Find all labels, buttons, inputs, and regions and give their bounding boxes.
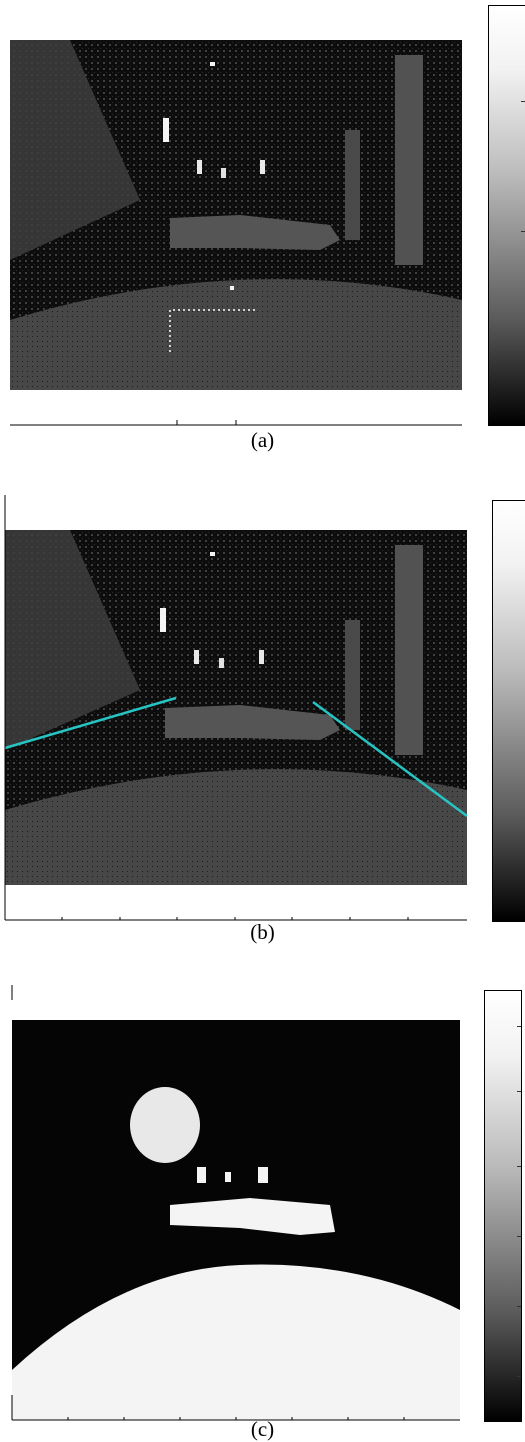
panel-c-image — [11, 985, 460, 1421]
roi-marker — [169, 309, 255, 355]
overlay-line-left — [4, 696, 177, 750]
panel-c: (c) — [0, 980, 525, 1441]
panel-b: (b) — [0, 490, 525, 950]
panel-a-colorbar — [488, 5, 525, 426]
panel-b-colorbar — [492, 500, 525, 922]
overlay-line-right — [312, 700, 468, 818]
caption-c: (c) — [250, 1417, 275, 1441]
caption-b: (b) — [250, 920, 275, 944]
panel-a: (a) — [0, 0, 525, 460]
panel-c-colorbar — [484, 990, 522, 1422]
caption-a: (a) — [250, 428, 275, 452]
panel-b-image — [4, 495, 468, 921]
panel-a-image — [10, 40, 462, 426]
